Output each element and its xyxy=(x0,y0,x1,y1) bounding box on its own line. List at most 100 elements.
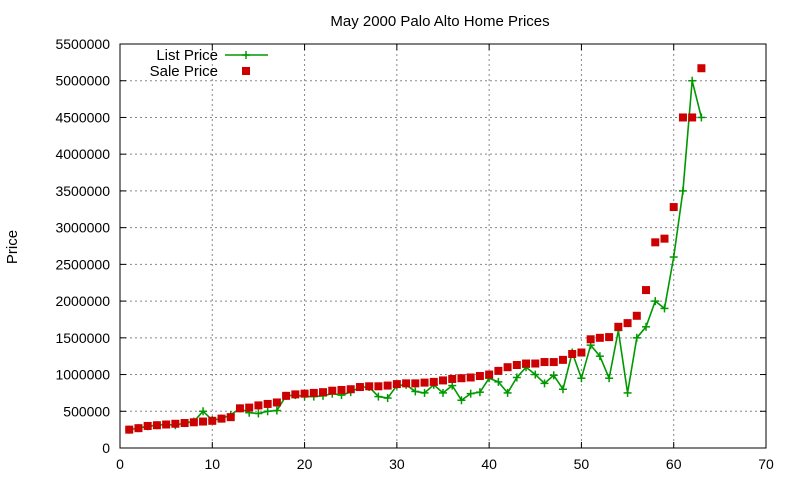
list-price-point xyxy=(540,379,549,388)
list-price-point xyxy=(383,394,392,403)
sale-price-point xyxy=(189,418,198,427)
axis-ticks xyxy=(119,43,767,449)
sale-price-point xyxy=(475,372,484,381)
list-price-point xyxy=(457,396,466,405)
y-tick-label: 5500000 xyxy=(55,36,110,52)
sale-price-point xyxy=(512,360,521,369)
sale-price-point xyxy=(226,413,235,422)
list-price-point xyxy=(697,113,706,122)
list-price-point xyxy=(475,388,484,397)
sale-price-point xyxy=(697,64,706,73)
sale-price-point xyxy=(208,416,217,425)
sale-price-point xyxy=(309,388,318,397)
y-tick-label: 500000 xyxy=(63,403,110,419)
legend: List Price Sale Price xyxy=(150,47,268,80)
sale-price-point xyxy=(549,358,558,367)
sale-price-point xyxy=(162,420,171,429)
sale-price-point xyxy=(614,322,623,331)
list-price-point xyxy=(272,406,281,415)
list-price-point xyxy=(263,407,272,416)
sale-price-point xyxy=(217,414,226,423)
sale-price-point xyxy=(568,349,577,358)
y-tick-label: 4500000 xyxy=(55,109,110,125)
x-tick-labels: 0 10 20 30 40 50 60 70 xyxy=(116,456,774,472)
chart-title: May 2000 Palo Alto Home Prices xyxy=(330,13,549,30)
sale-price-point xyxy=(328,386,337,395)
sale-price-point xyxy=(485,370,494,379)
sale-price-point xyxy=(688,113,697,122)
legend-label-sale-price: Sale Price xyxy=(150,63,218,80)
y-tick-label: 4000000 xyxy=(55,146,110,162)
sale-price-point xyxy=(623,319,632,328)
sale-price-point xyxy=(632,311,641,320)
sale-price-point xyxy=(411,379,420,388)
legend-swatch-sale-price xyxy=(242,67,250,75)
list-price-point xyxy=(374,392,383,401)
x-tick-label: 0 xyxy=(116,456,124,472)
sale-price-point xyxy=(282,391,291,400)
sale-price-point xyxy=(171,419,180,428)
sale-price-point xyxy=(134,424,143,433)
sale-price-point xyxy=(319,388,328,397)
y-tick-label: 1000000 xyxy=(55,367,110,383)
list-price-point xyxy=(439,388,447,397)
y-axis-label: Price xyxy=(4,230,21,264)
sale-price-point xyxy=(254,401,263,410)
y-tick-labels: 0 500000 1000000 1500000 2000000 2500000 30000… xyxy=(55,36,110,456)
sale-price-point xyxy=(660,234,669,243)
sale-price-point xyxy=(595,333,604,342)
x-tick-label: 40 xyxy=(481,456,497,472)
list-price-point xyxy=(642,322,651,331)
x-tick-label: 10 xyxy=(204,456,220,472)
sale-price-point xyxy=(494,366,503,375)
sale-price-point xyxy=(143,421,152,430)
sale-price-point xyxy=(605,333,614,342)
sale-price-point xyxy=(558,355,567,364)
list-price-point xyxy=(651,297,660,306)
sale-price-point xyxy=(125,425,134,434)
sale-price-point xyxy=(263,399,272,408)
list-price-point xyxy=(595,352,604,361)
list-price-point xyxy=(678,186,687,195)
x-tick-label: 60 xyxy=(666,456,682,472)
sale-price-point xyxy=(439,376,447,385)
list-price-point xyxy=(660,304,669,313)
sale-price-point xyxy=(291,390,300,399)
x-tick-label: 30 xyxy=(389,456,405,472)
sale-price-point xyxy=(642,286,651,295)
sale-price-point xyxy=(245,403,254,412)
y-tick-label: 3000000 xyxy=(55,220,110,236)
sale-price-point xyxy=(199,417,208,426)
list-price-point xyxy=(512,373,521,382)
list-price-point xyxy=(411,387,420,396)
sale-price-point xyxy=(429,377,438,386)
series-sale-price xyxy=(125,64,706,434)
sale-price-point xyxy=(522,359,531,368)
x-tick-label: 50 xyxy=(574,456,590,472)
sale-price-point xyxy=(337,385,346,394)
sale-price-point xyxy=(180,419,189,428)
y-tick-label: 1500000 xyxy=(55,330,110,346)
sale-price-point xyxy=(678,113,687,122)
sale-price-point xyxy=(466,373,475,382)
sale-price-point xyxy=(374,382,383,391)
sale-price-point xyxy=(586,335,595,344)
y-tick-label: 0 xyxy=(102,440,110,456)
list-price-point xyxy=(632,333,641,342)
y-tick-label: 2000000 xyxy=(55,293,110,309)
sale-price-point xyxy=(402,379,411,388)
list-price-point xyxy=(577,374,586,383)
sale-price-point xyxy=(448,374,457,383)
legend-swatch-list-price xyxy=(242,51,250,59)
sale-price-point xyxy=(420,378,429,387)
list-price-point xyxy=(688,76,697,85)
x-tick-label: 70 xyxy=(758,456,774,472)
sale-price-point xyxy=(365,382,374,391)
list-price-point xyxy=(254,409,263,418)
sale-price-point xyxy=(540,358,549,367)
list-price-point xyxy=(549,371,558,380)
list-price-point xyxy=(466,389,475,398)
list-price-point xyxy=(420,388,429,397)
sale-price-point xyxy=(346,385,355,394)
list-price-point xyxy=(669,253,678,262)
